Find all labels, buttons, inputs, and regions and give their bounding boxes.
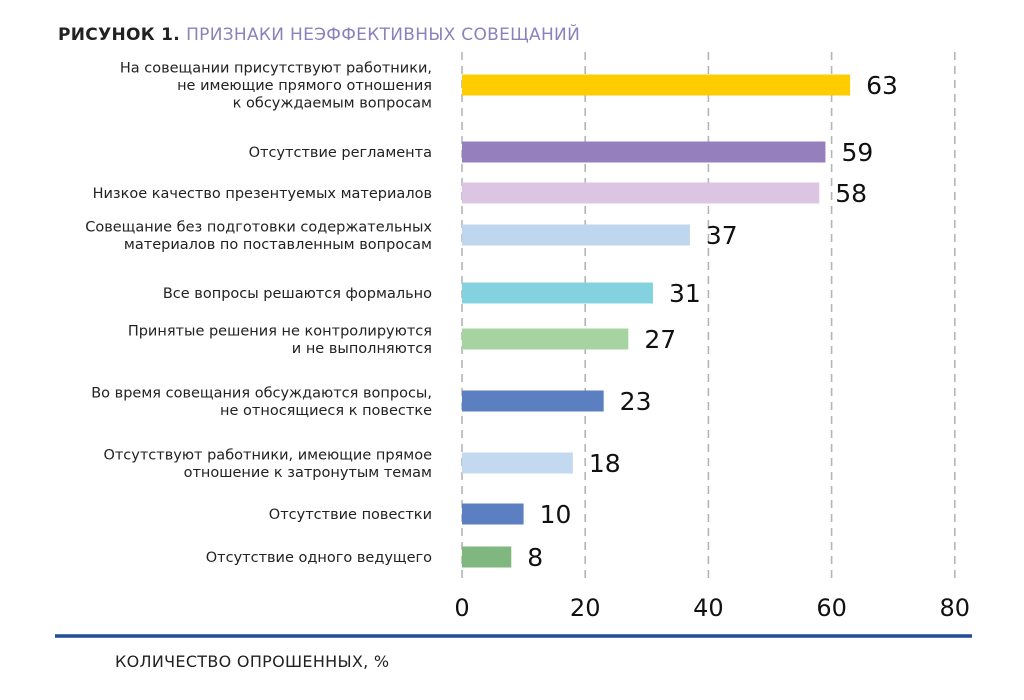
category-label-line: Принятые решения не контролируются	[128, 323, 432, 339]
bar	[462, 224, 690, 246]
x-tick-label: 20	[570, 594, 601, 622]
category-label: Низкое качество презентуемых материалов	[93, 186, 432, 202]
bar-value-label: 10	[540, 500, 572, 529]
bar	[462, 546, 512, 568]
category-label: Совещание без подготовки содержательных м…	[85, 219, 432, 253]
category-label: Во время совещания обсуждаются вопросы, н…	[91, 385, 432, 419]
bar	[462, 182, 820, 204]
category-label-line: Совещание без подготовки содержательных	[85, 219, 432, 235]
category-label-line: Во время совещания обсуждаются вопросы,	[91, 385, 432, 401]
category-label: На совещании присутствуют работники, не и…	[120, 61, 432, 112]
bar-value-label: 27	[644, 325, 676, 354]
category-label-line: Отсутствие регламента	[249, 145, 432, 161]
bar-value-label: 37	[706, 221, 738, 250]
bar-value-label: 8	[527, 543, 543, 572]
bar-value-label: 63	[866, 71, 898, 100]
category-label-line: и не выполняются	[292, 341, 432, 357]
category-label: Отсутствие регламента	[249, 145, 432, 161]
category-label-line: Отсутствие повестки	[269, 507, 432, 523]
bar-value-label: 23	[620, 387, 652, 416]
category-label-line: не имеющие прямого отношения	[177, 78, 432, 94]
bar	[462, 452, 573, 474]
figure-title: ПРИЗНАКИ НЕЭФФЕКТИВНЫХ СОВЕЩАНИЙ	[186, 25, 581, 45]
category-label: Принятые решения не контролируются и не в…	[128, 323, 432, 357]
category-label-line: Низкое качество презентуемых материалов	[93, 186, 432, 202]
category-label-line: к обсуждаемым вопросам	[233, 96, 432, 112]
x-tick-label: 0	[454, 594, 469, 622]
bar-value-label: 58	[835, 179, 867, 208]
category-label: Отсутствуют работники, имеющие прямое отн…	[103, 447, 432, 481]
x-tick-label: 40	[693, 594, 724, 622]
bar-value-label: 31	[669, 279, 701, 308]
x-tick-label: 60	[816, 594, 847, 622]
bar	[462, 282, 653, 304]
bar	[462, 328, 629, 350]
bar	[462, 141, 826, 163]
category-label-line: не относящиеся к повестке	[220, 403, 432, 419]
category-label: Отсутствие одного ведущего	[206, 550, 432, 566]
x-axis-label: КОЛИЧЕСТВО ОПРОШЕННЫХ, %	[115, 652, 390, 671]
x-tick-label: 80	[940, 594, 971, 622]
category-label-line: Отсутствие одного ведущего	[206, 550, 432, 566]
category-label-line: материалов по поставленным вопросам	[124, 237, 432, 253]
category-label-line: отношение к затронутым темам	[184, 465, 432, 481]
bar-value-label: 18	[589, 449, 621, 478]
category-label-line: На совещании присутствуют работники,	[120, 61, 432, 77]
category-label-line: Все вопросы решаются формально	[163, 286, 432, 302]
bar	[462, 503, 524, 525]
category-label: Отсутствие повестки	[269, 507, 432, 523]
category-label-line: Отсутствуют работники, имеющие прямое	[103, 447, 432, 463]
bar	[462, 74, 851, 96]
figure-number: РИСУНОК 1.	[58, 25, 181, 45]
category-label: Все вопросы решаются формально	[163, 286, 432, 302]
bar-value-label: 59	[841, 138, 873, 167]
bar	[462, 390, 604, 412]
chart-title: РИСУНОК 1. ПРИЗНАКИ НЕЭФФЕКТИВНЫХ СОВЕЩАН…	[58, 25, 580, 45]
